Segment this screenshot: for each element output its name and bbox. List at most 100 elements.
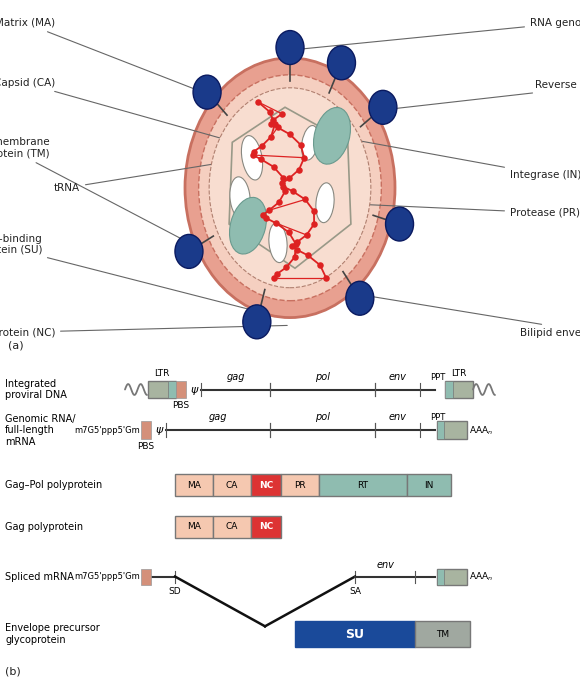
Point <box>271 218 281 228</box>
Bar <box>415 621 470 647</box>
Ellipse shape <box>185 58 395 317</box>
Ellipse shape <box>314 107 350 164</box>
Text: TM: TM <box>436 630 449 639</box>
Text: Integrase (IN): Integrase (IN) <box>335 136 580 180</box>
Bar <box>437 421 467 439</box>
Point <box>256 154 266 165</box>
Point <box>290 252 299 263</box>
Text: PPT: PPT <box>430 373 445 382</box>
Ellipse shape <box>302 126 318 160</box>
Bar <box>407 474 451 496</box>
Text: IN: IN <box>425 481 434 490</box>
Point <box>302 230 311 241</box>
Point <box>273 122 282 133</box>
Bar <box>213 474 251 496</box>
Point <box>259 209 268 220</box>
Text: Envelope precursor
glycoprotein: Envelope precursor glycoprotein <box>5 623 100 645</box>
Text: (a): (a) <box>8 341 24 350</box>
Point <box>303 250 313 261</box>
Bar <box>251 474 281 496</box>
Text: AAA$_n$: AAA$_n$ <box>469 570 493 583</box>
Text: Gag–Pol polyprotein: Gag–Pol polyprotein <box>5 480 102 490</box>
Bar <box>148 380 176 399</box>
Text: SA: SA <box>349 588 361 596</box>
Point <box>249 146 258 157</box>
Text: NC: NC <box>259 481 273 490</box>
Point <box>292 239 301 250</box>
Ellipse shape <box>369 90 397 124</box>
Point <box>269 161 278 172</box>
Ellipse shape <box>276 31 304 64</box>
Ellipse shape <box>328 46 356 80</box>
Point <box>257 141 266 152</box>
Ellipse shape <box>269 223 287 263</box>
Bar <box>319 474 407 496</box>
Text: gag: gag <box>209 412 227 422</box>
Ellipse shape <box>346 281 374 315</box>
Ellipse shape <box>193 75 221 109</box>
Text: Capsid (CA): Capsid (CA) <box>0 78 233 142</box>
Point <box>264 205 274 215</box>
Bar <box>437 568 467 585</box>
Point <box>265 107 274 118</box>
Point <box>278 181 288 192</box>
Point <box>253 96 263 107</box>
Text: MA: MA <box>187 523 201 531</box>
Text: Transmembrane
protein (TM): Transmembrane protein (TM) <box>0 137 194 246</box>
Text: tRNA: tRNA <box>54 158 249 193</box>
Point <box>269 272 278 283</box>
Point <box>266 131 276 142</box>
Text: Protease (PR): Protease (PR) <box>328 203 580 218</box>
Text: env: env <box>389 371 407 382</box>
Point <box>295 164 304 175</box>
Ellipse shape <box>198 75 382 301</box>
Point <box>273 268 282 279</box>
Text: Integrated
proviral DNA: Integrated proviral DNA <box>5 379 67 400</box>
Text: LTR: LTR <box>451 369 467 378</box>
Point <box>279 172 288 183</box>
Point <box>284 227 293 238</box>
Point <box>274 197 284 208</box>
Text: NC: NC <box>259 523 273 531</box>
Bar <box>281 474 319 496</box>
Ellipse shape <box>243 305 271 339</box>
Point <box>281 262 291 273</box>
Text: Nucleoprotein (NC): Nucleoprotein (NC) <box>0 326 287 338</box>
Text: Matrix (MA): Matrix (MA) <box>0 18 207 94</box>
Point <box>285 129 295 140</box>
Point <box>281 185 290 196</box>
Text: PPT: PPT <box>430 413 445 422</box>
Text: pol: pol <box>315 412 330 422</box>
Point <box>277 108 287 119</box>
Point <box>292 237 302 248</box>
Text: gag: gag <box>226 371 245 382</box>
Point <box>300 153 309 163</box>
Text: PBS: PBS <box>172 402 190 410</box>
Point <box>288 241 297 252</box>
Text: CA: CA <box>226 523 238 531</box>
Ellipse shape <box>209 88 371 288</box>
Text: LTR: LTR <box>154 369 170 378</box>
Point <box>288 186 297 197</box>
Ellipse shape <box>230 198 266 254</box>
Bar <box>168 380 176 399</box>
Ellipse shape <box>230 177 250 219</box>
Point <box>269 114 278 125</box>
Ellipse shape <box>175 235 203 268</box>
Bar <box>445 380 473 399</box>
Bar <box>141 568 151 585</box>
Text: Gag polyprotein: Gag polyprotein <box>5 522 83 531</box>
Point <box>285 173 294 184</box>
Ellipse shape <box>316 183 334 223</box>
Point <box>309 206 318 217</box>
Text: SD: SD <box>169 588 182 596</box>
Point <box>261 213 270 224</box>
Text: RNA genome: RNA genome <box>293 18 580 50</box>
Ellipse shape <box>386 207 414 241</box>
Text: CA: CA <box>226 481 238 490</box>
Text: ψ: ψ <box>191 384 198 395</box>
Point <box>266 118 276 129</box>
Text: Spliced mRNA: Spliced mRNA <box>5 572 74 581</box>
Bar <box>175 516 213 538</box>
Text: MA: MA <box>187 481 201 490</box>
